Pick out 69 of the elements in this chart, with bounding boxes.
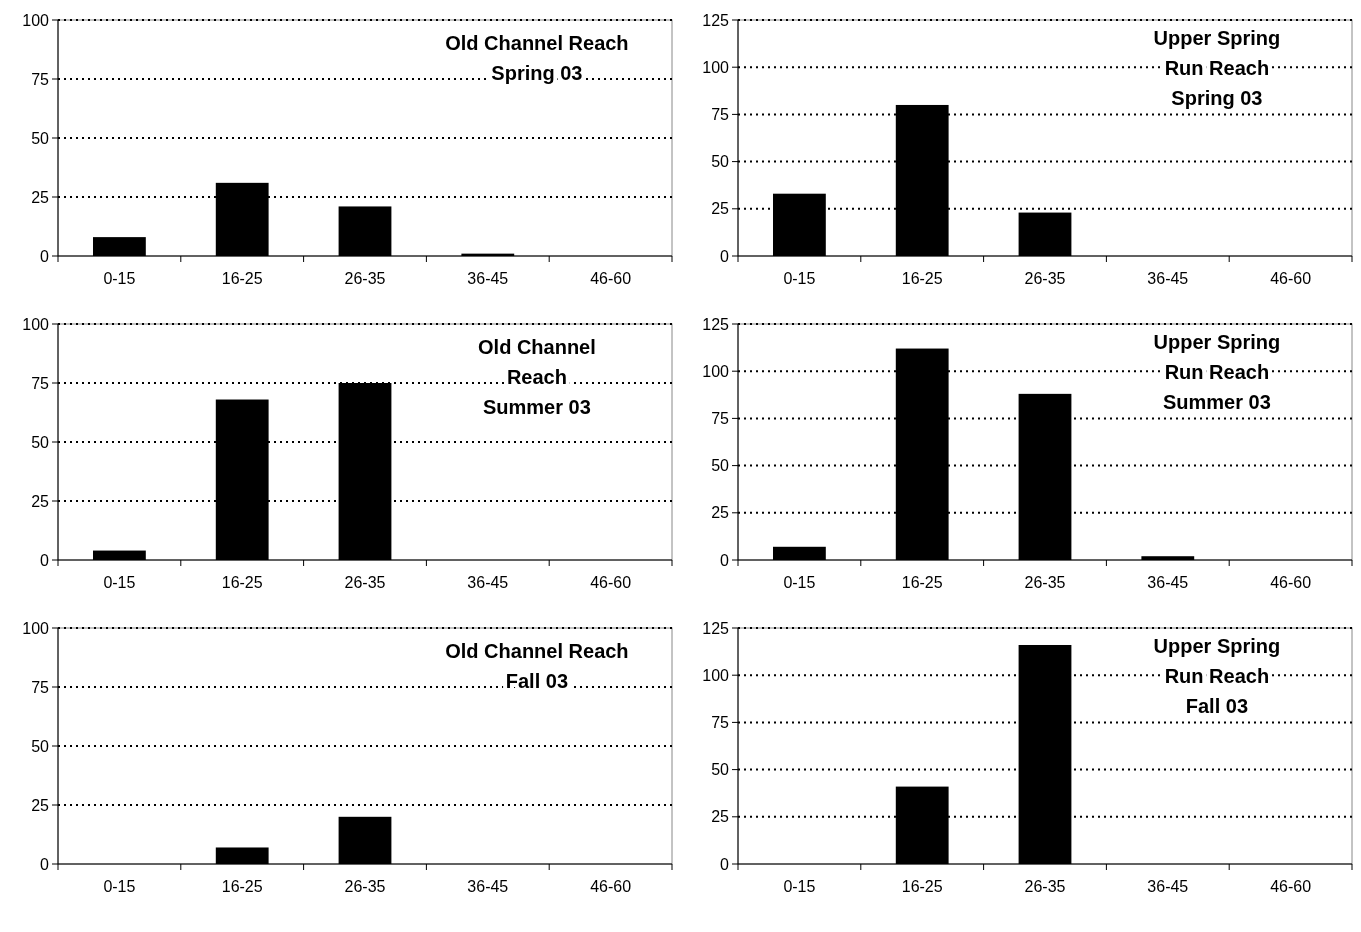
y-tick-label: 0: [720, 855, 730, 873]
x-tick-label: 36-45: [1147, 574, 1189, 591]
y-tick-label: 75: [31, 374, 50, 392]
y-tick-label: 75: [711, 714, 730, 731]
x-tick-label: 46-60: [1270, 574, 1312, 591]
y-tick-label: 25: [31, 188, 50, 206]
x-tick-label: 26-35: [344, 574, 386, 591]
y-tick-label: 50: [31, 433, 50, 451]
text: Upper Spring Run Reach Fall 03: [1153, 635, 1281, 717]
y-tick-label: 100: [22, 11, 50, 29]
y-tick-label: 0: [720, 551, 730, 569]
x-tick-label: 0-15: [783, 574, 816, 591]
x-tick-label: 46-60: [590, 270, 632, 287]
y-tick-label: 125: [702, 315, 730, 333]
y-tick-label: 50: [711, 153, 730, 171]
y-tick-label: 25: [711, 200, 730, 218]
x-tick-label: 16-25: [901, 574, 943, 591]
y-tick-label: 100: [702, 666, 730, 684]
y-tick-label: 100: [702, 58, 730, 76]
y-tick-label: 50: [31, 129, 50, 147]
y-tick-label: 100: [702, 362, 730, 380]
y-tick-label: 25: [711, 808, 730, 826]
x-tick-label: 36-45: [467, 574, 509, 591]
y-tick-label: 75: [31, 70, 50, 88]
x-tick-label: 16-25: [221, 270, 263, 287]
x-tick-label: 26-35: [1024, 878, 1066, 895]
x-tick-label: 26-35: [1024, 270, 1066, 287]
text: Old Channel Reach Fall 03: [445, 640, 629, 692]
y-tick-label: 50: [711, 457, 730, 475]
y-tick-label: 75: [711, 410, 730, 427]
y-tick-label: 0: [40, 247, 50, 265]
x-tick-label: 36-45: [467, 878, 509, 895]
x-tick-label: 0-15: [783, 878, 816, 895]
y-tick-label: 100: [22, 315, 50, 333]
x-tick-label: 0-15: [783, 270, 816, 287]
x-tick-label: 16-25: [221, 574, 263, 591]
y-tick-label: 125: [702, 11, 730, 29]
y-tick-label: 25: [31, 796, 50, 814]
x-tick-label: 26-35: [344, 878, 386, 895]
x-tick-label: 46-60: [590, 878, 632, 895]
text: Upper Spring Run Reach Summer 03: [1153, 331, 1281, 413]
y-tick-label: 25: [31, 492, 50, 510]
y-tick-label: 50: [31, 737, 50, 755]
x-tick-label: 46-60: [1270, 878, 1312, 895]
y-tick-label: 25: [711, 504, 730, 522]
x-tick-label: 46-60: [590, 574, 632, 591]
y-tick-label: 0: [40, 855, 50, 873]
x-tick-label: 16-25: [901, 270, 943, 287]
x-tick-label: 16-25: [901, 878, 943, 895]
y-tick-label: 0: [720, 247, 730, 265]
text: Old Channel Reach Summer 03: [478, 336, 596, 418]
y-tick-label: 50: [711, 761, 730, 779]
x-tick-label: 36-45: [467, 270, 509, 287]
y-tick-label: 75: [711, 106, 730, 123]
x-tick-label: 0-15: [103, 574, 136, 591]
x-tick-label: 36-45: [1147, 878, 1189, 895]
x-tick-label: 26-35: [1024, 574, 1066, 591]
text: Upper Spring Run Reach Spring 03: [1153, 27, 1281, 109]
y-tick-label: 0: [40, 551, 50, 569]
x-tick-label: 0-15: [103, 270, 136, 287]
x-tick-label: 16-25: [221, 878, 263, 895]
x-tick-label: 36-45: [1147, 270, 1189, 287]
x-tick-label: 0-15: [103, 878, 136, 895]
y-tick-label: 125: [702, 619, 730, 637]
text: Old Channel Reach Spring 03: [445, 32, 629, 84]
y-tick-label: 100: [22, 619, 50, 637]
x-tick-label: 26-35: [344, 270, 386, 287]
x-tick-label: 46-60: [1270, 270, 1312, 287]
y-tick-label: 75: [31, 678, 50, 696]
